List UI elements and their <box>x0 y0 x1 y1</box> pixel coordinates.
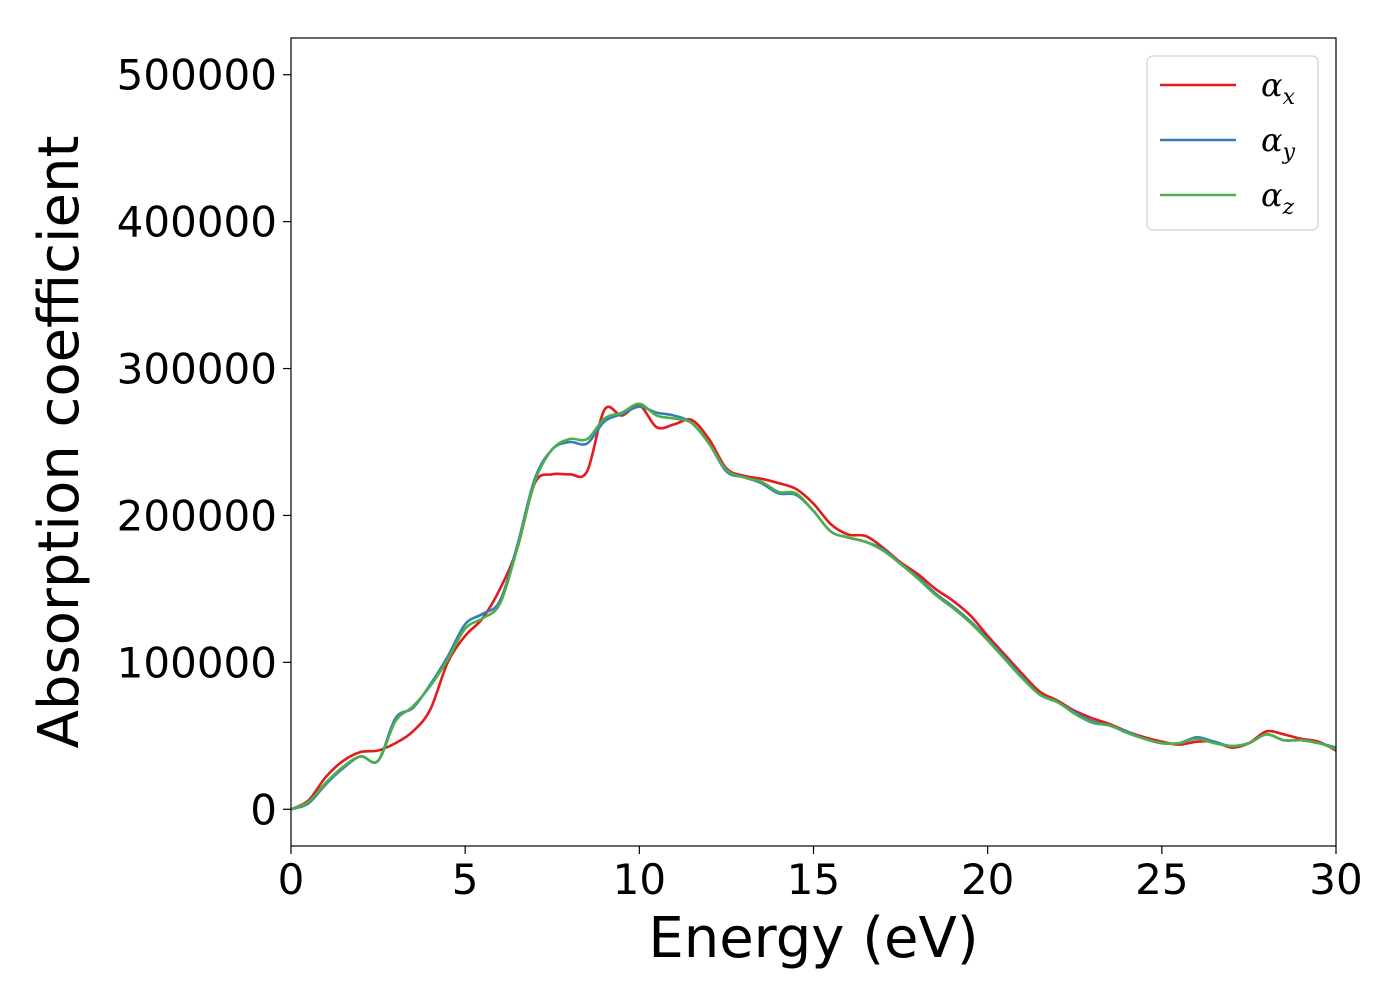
series-line-alpha-z <box>290 402 1337 811</box>
y-tick-label: 200000 <box>117 491 277 540</box>
series-line-alpha-y <box>290 405 1337 811</box>
y-tick-label: 400000 <box>117 198 277 247</box>
y-axis-ticks: 0 100000 200000 300000 400000 500000 <box>117 51 291 834</box>
x-tick-label: 5 <box>452 855 479 904</box>
y-axis-title: Absorption coefficient <box>27 136 92 749</box>
x-tick-label: 15 <box>787 855 840 904</box>
series-lines <box>290 402 1337 811</box>
x-tick-label: 30 <box>1309 855 1362 904</box>
x-tick-label: 20 <box>961 855 1014 904</box>
x-tick-label: 25 <box>1135 855 1188 904</box>
y-tick-label: 0 <box>250 785 277 834</box>
x-tick-label: 10 <box>613 855 666 904</box>
x-tick-label: 0 <box>278 855 305 904</box>
legend-box <box>1146 55 1319 231</box>
y-tick-label: 300000 <box>117 345 277 394</box>
legend-label-alpha-z: αz <box>1261 176 1295 220</box>
y-tick-label: 100000 <box>117 638 277 687</box>
x-axis-ticks: 0 5 10 15 20 25 30 <box>278 846 1363 904</box>
y-tick-label: 500000 <box>117 51 277 100</box>
series-line-alpha-x <box>290 403 1337 811</box>
x-axis-title: Energy (eV) <box>648 906 978 971</box>
